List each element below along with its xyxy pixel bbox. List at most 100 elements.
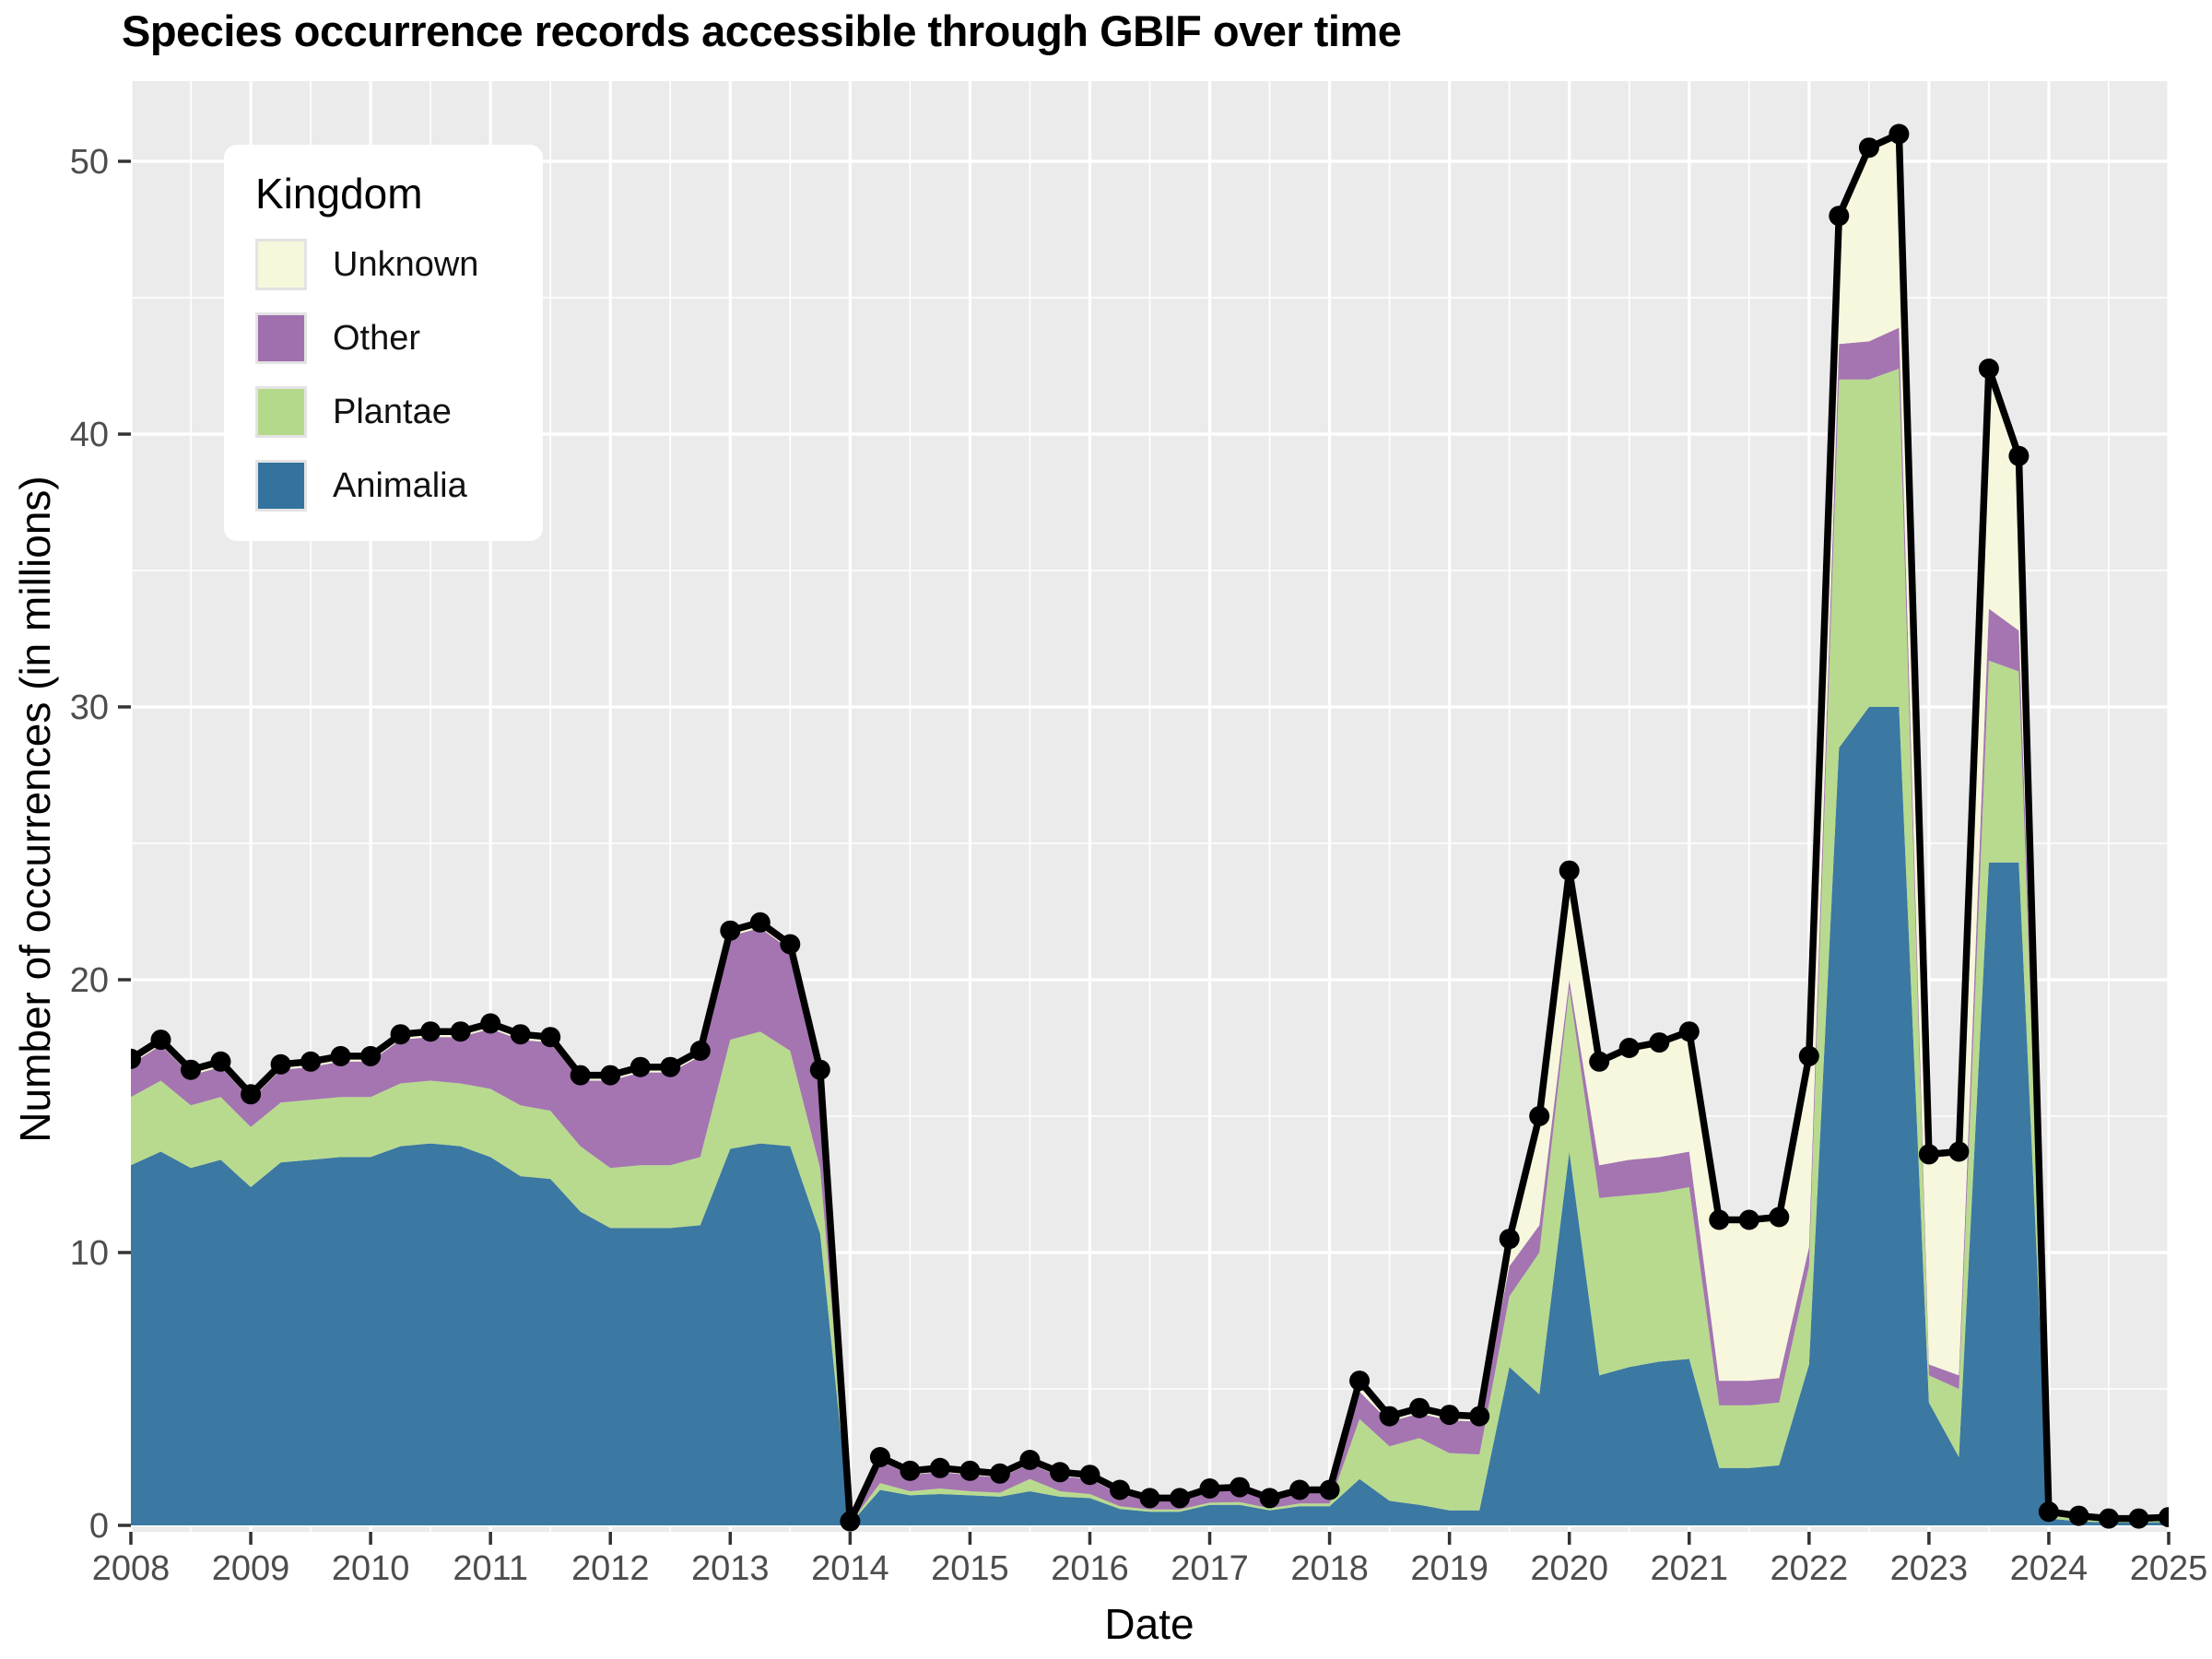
data-point bbox=[1948, 1141, 1970, 1162]
legend-swatch-unknown bbox=[255, 239, 307, 290]
data-point bbox=[809, 1059, 830, 1080]
data-point bbox=[1050, 1462, 1070, 1483]
legend-title: Kingdom bbox=[255, 170, 423, 218]
data-point bbox=[1858, 137, 1879, 159]
legend: Kingdom Unknown Other Plantae Animalia bbox=[224, 145, 543, 541]
data-point bbox=[360, 1045, 382, 1066]
data-point bbox=[390, 1024, 411, 1045]
legend-swatch-plantae bbox=[255, 386, 307, 438]
data-point bbox=[1110, 1479, 1130, 1500]
x-tick-label: 2019 bbox=[1410, 1549, 1488, 1588]
data-point bbox=[1259, 1488, 1280, 1509]
data-point bbox=[1529, 1106, 1550, 1126]
data-point bbox=[510, 1024, 531, 1045]
data-point bbox=[1618, 1038, 1640, 1058]
x-axis-title: Date bbox=[1104, 1600, 1194, 1648]
y-tick-label: 50 bbox=[70, 143, 109, 182]
data-point bbox=[300, 1051, 322, 1072]
data-point bbox=[1199, 1478, 1220, 1499]
data-point bbox=[2099, 1508, 2119, 1529]
stacked-areas bbox=[131, 134, 2169, 1525]
data-point bbox=[2128, 1508, 2149, 1529]
x-tick-label: 2023 bbox=[1890, 1549, 1969, 1588]
legend-label: Unknown bbox=[333, 244, 479, 284]
data-point bbox=[420, 1021, 441, 1042]
legend-item-animalia: Animalia bbox=[255, 460, 512, 512]
data-point bbox=[720, 920, 741, 941]
x-tick-label: 2010 bbox=[332, 1549, 410, 1588]
data-point bbox=[749, 912, 771, 933]
data-point bbox=[1139, 1488, 1160, 1509]
x-tick-label: 2017 bbox=[1171, 1549, 1249, 1588]
data-point bbox=[480, 1013, 501, 1034]
data-point bbox=[540, 1027, 561, 1048]
x-tick-label: 2022 bbox=[1771, 1549, 1849, 1588]
data-point bbox=[241, 1084, 262, 1105]
y-tick-label: 40 bbox=[70, 416, 109, 454]
data-point bbox=[1319, 1479, 1340, 1500]
data-point bbox=[1409, 1397, 1430, 1418]
x-tick-label: 2009 bbox=[212, 1549, 290, 1588]
data-point bbox=[1738, 1209, 1759, 1230]
data-point bbox=[2008, 445, 2030, 466]
x-tick-label: 2016 bbox=[1051, 1549, 1129, 1588]
data-point bbox=[2038, 1501, 2059, 1523]
x-tick-label: 2020 bbox=[1530, 1549, 1608, 1588]
x-tick-labels: 2008 2009 2010 2011 2012 2013 2014 2015 2016 2017… bbox=[92, 1549, 2208, 1588]
legend-label: Other bbox=[333, 318, 421, 358]
data-point bbox=[181, 1059, 201, 1080]
data-point bbox=[1978, 359, 1999, 379]
data-point bbox=[1170, 1488, 1190, 1509]
data-point bbox=[629, 1056, 651, 1077]
x-tick-label: 2014 bbox=[811, 1549, 889, 1588]
x-tick-label: 2021 bbox=[1650, 1549, 1728, 1588]
y-tick-labels: 0 10 20 30 40 50 bbox=[70, 143, 109, 1546]
data-point bbox=[1469, 1406, 1490, 1427]
data-point bbox=[1289, 1479, 1311, 1500]
data-point bbox=[210, 1051, 231, 1072]
y-tick-label: 30 bbox=[70, 688, 109, 727]
x-tick-label: 2008 bbox=[92, 1549, 171, 1588]
data-point bbox=[1230, 1477, 1250, 1498]
x-tick-label: 2024 bbox=[2010, 1549, 2088, 1588]
data-point bbox=[2068, 1505, 2089, 1526]
data-point bbox=[900, 1460, 921, 1481]
data-point bbox=[869, 1447, 890, 1467]
data-point bbox=[1649, 1032, 1670, 1053]
y-tick-label: 20 bbox=[70, 961, 109, 1000]
x-tick-label: 2011 bbox=[453, 1549, 528, 1588]
legend-item-plantae: Plantae bbox=[255, 386, 512, 438]
data-point bbox=[150, 1030, 171, 1051]
data-point bbox=[1439, 1405, 1460, 1426]
axis-ticks bbox=[118, 159, 2171, 1545]
data-point bbox=[1709, 1209, 1730, 1230]
data-point bbox=[570, 1065, 591, 1086]
data-point bbox=[270, 1053, 291, 1075]
data-point bbox=[1559, 860, 1580, 881]
data-point bbox=[1829, 206, 1850, 227]
data-point bbox=[840, 1511, 861, 1532]
data-point bbox=[660, 1056, 681, 1077]
data-point bbox=[1349, 1371, 1371, 1392]
y-tick-label: 10 bbox=[70, 1234, 109, 1273]
data-point bbox=[1798, 1045, 1819, 1066]
data-point bbox=[959, 1460, 981, 1481]
data-point bbox=[929, 1457, 950, 1478]
legend-item-other: Other bbox=[255, 312, 512, 364]
legend-swatch-other bbox=[255, 312, 307, 364]
data-point bbox=[780, 934, 801, 955]
y-tick-label: 0 bbox=[89, 1507, 109, 1546]
legend-item-unknown: Unknown bbox=[255, 239, 512, 290]
legend-swatch-animalia bbox=[255, 460, 307, 512]
data-point bbox=[1079, 1465, 1100, 1486]
data-point bbox=[989, 1463, 1010, 1484]
data-point bbox=[1769, 1206, 1790, 1228]
x-tick-label: 2018 bbox=[1290, 1549, 1369, 1588]
data-point bbox=[2159, 1507, 2169, 1528]
data-point bbox=[330, 1045, 351, 1066]
area-animalia bbox=[131, 707, 2169, 1525]
data-point bbox=[600, 1065, 621, 1086]
data-point bbox=[1888, 124, 1910, 145]
data-point bbox=[1499, 1229, 1520, 1250]
legend-label: Plantae bbox=[333, 392, 452, 431]
